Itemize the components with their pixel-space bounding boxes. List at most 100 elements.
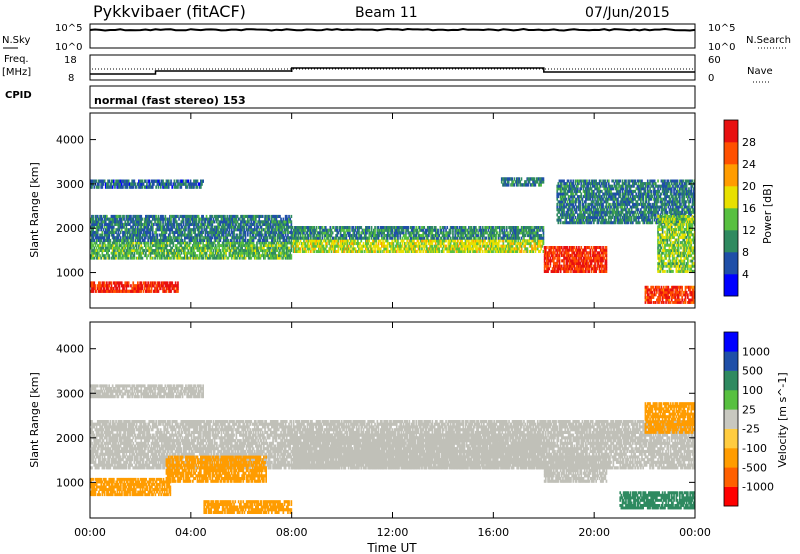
- scatter-cell: [120, 284, 123, 288]
- scatter-cell: [140, 214, 143, 218]
- scatter-cell: [91, 289, 93, 293]
- scatter-cell: [125, 241, 128, 245]
- scatter-cell: [193, 249, 195, 252]
- scatter-cell: [260, 244, 263, 247]
- scatter-cell: [337, 239, 340, 243]
- scatter-cell: [352, 226, 355, 230]
- scatter-cell: [230, 244, 233, 247]
- scatter-cell: [220, 254, 223, 258]
- scatter-cell: [558, 259, 561, 263]
- scatter-cell: [101, 185, 104, 189]
- scatter-cell: [283, 251, 286, 255]
- scatter-cell: [151, 241, 154, 245]
- scatter-cell: [106, 289, 108, 293]
- scatter-cell: [243, 244, 246, 247]
- scatter-cell: [265, 251, 267, 255]
- scatter-cell: [130, 256, 132, 260]
- scatter-cell: [206, 256, 209, 260]
- scatter-cell: [177, 286, 179, 291]
- scatter-cell: [210, 217, 212, 221]
- scatter-cell: [266, 236, 269, 240]
- scatter-cell: [111, 185, 114, 189]
- scatter-cell: [101, 222, 104, 226]
- scatter-cell: [157, 244, 160, 247]
- scatter-cell: [114, 256, 116, 260]
- scatter-cell: [337, 247, 340, 251]
- scatter-cell: [251, 241, 254, 245]
- scatter-cell: [276, 246, 279, 250]
- scatter-cell: [179, 256, 182, 260]
- scatter-cell: [239, 238, 241, 242]
- scatter-cell: [145, 284, 147, 288]
- scatter-cell: [263, 244, 265, 247]
- scatter-cell: [192, 244, 194, 247]
- scatter-cell: [288, 214, 290, 218]
- scatter-cell: [200, 246, 202, 250]
- scatter-cell: [250, 244, 253, 247]
- scatter-cell: [146, 256, 148, 260]
- scatter-cell: [282, 241, 285, 245]
- scatter-cell: [549, 256, 552, 260]
- scatter-cell: [234, 254, 237, 258]
- scatter-cell: [165, 281, 168, 285]
- scatter-cell: [204, 220, 207, 224]
- scatter-cell: [171, 238, 174, 242]
- scatter-cell: [115, 254, 117, 258]
- scatter-cell: [218, 244, 220, 247]
- scatter-cell: [397, 234, 399, 238]
- scatter-cell: [220, 256, 223, 260]
- scatter-cell: [182, 256, 185, 260]
- scatter-cell: [189, 254, 192, 258]
- scatter-cell: [138, 284, 140, 288]
- scatter-cell: [181, 249, 184, 252]
- scatter-cell: [232, 241, 234, 245]
- scatter-cell: [139, 289, 141, 293]
- scatter-cell: [95, 222, 98, 226]
- scatter-cell: [290, 220, 293, 224]
- scatter-cell: [146, 249, 148, 252]
- scatter-cell: [112, 249, 115, 252]
- scatter-cell: [261, 251, 264, 255]
- scatter-cell: [245, 244, 248, 247]
- scatter-cell: [178, 246, 180, 250]
- scatter-cell: [243, 251, 246, 255]
- scatter-cell: [184, 241, 186, 245]
- scatter-cell: [129, 244, 131, 247]
- scatter-cell: [103, 256, 106, 260]
- scatter-cell: [291, 226, 294, 230]
- scatter-cell: [201, 251, 203, 255]
- scatter-cell: [90, 246, 92, 250]
- scatter-cell: [504, 180, 507, 184]
- scatter-cell: [279, 238, 281, 242]
- scatter-cell: [285, 254, 288, 258]
- scatter-cell: [239, 254, 241, 258]
- scatter-cell: [162, 220, 164, 224]
- scatter-cell: [273, 254, 275, 258]
- scatter-cell: [133, 179, 136, 183]
- scatter-cell: [104, 244, 107, 247]
- scatter-cell: [166, 251, 169, 255]
- scatter-cell: [177, 238, 179, 242]
- scatter-cell: [259, 241, 262, 245]
- scatter-cell: [155, 185, 157, 189]
- scatter-cell: [279, 254, 281, 258]
- scatter-cell: [252, 251, 255, 255]
- scatter-cell: [248, 254, 250, 258]
- scatter-cell: [203, 249, 206, 252]
- scatter-cell: [127, 256, 130, 260]
- scatter-cell: [196, 236, 199, 240]
- scatter-cell: [164, 284, 167, 288]
- scatter-cell: [197, 214, 200, 218]
- scatter-cell: [95, 254, 98, 258]
- scatter-cell: [116, 289, 119, 293]
- scatter-cell: [201, 225, 203, 229]
- scatter-cell: [230, 254, 233, 258]
- scatter-cell: [174, 254, 177, 258]
- scatter-cell: [123, 284, 125, 288]
- scatter-cell: [150, 246, 153, 250]
- scatter-cell: [158, 281, 161, 285]
- scatter-cell: [288, 254, 290, 258]
- scatter-cell: [240, 241, 242, 245]
- scatter-cell: [405, 242, 407, 246]
- scatter-cell: [284, 254, 287, 258]
